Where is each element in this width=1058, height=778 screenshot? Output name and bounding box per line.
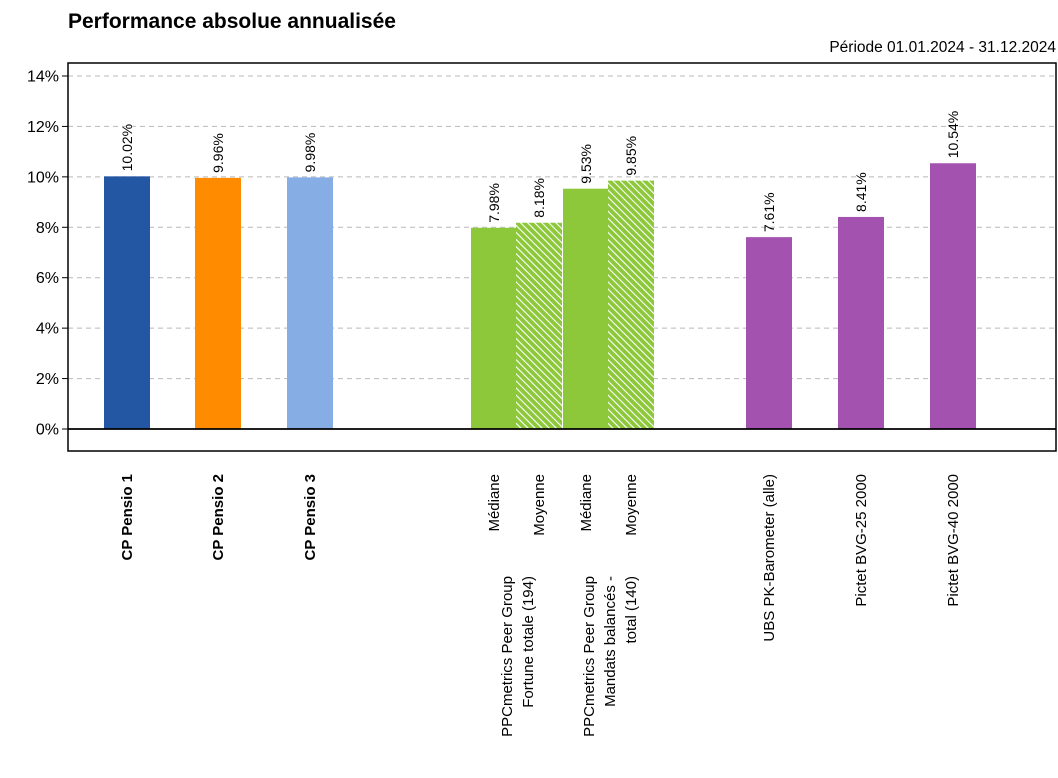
category-label: Médiane bbox=[578, 474, 595, 532]
data-label: 9.85% bbox=[623, 136, 639, 176]
bar bbox=[563, 188, 609, 429]
category-label: Moyenne bbox=[531, 474, 548, 536]
data-label: 9.98% bbox=[302, 133, 318, 173]
category-label: CP Pensio 3 bbox=[302, 474, 319, 560]
data-label: 9.96% bbox=[210, 133, 226, 173]
bar bbox=[930, 163, 976, 429]
plot-frame bbox=[67, 62, 1057, 452]
category-label: Médiane bbox=[486, 474, 503, 532]
group-label: Fortune totale (194) bbox=[520, 576, 537, 708]
data-label: 8.18% bbox=[531, 178, 547, 218]
data-label: 8.41% bbox=[853, 172, 869, 212]
data-label: 10.02% bbox=[119, 124, 135, 171]
y-tick-label: 14% bbox=[27, 69, 59, 86]
data-label: 7.98% bbox=[486, 183, 502, 223]
y-tick-label: 6% bbox=[36, 270, 59, 287]
bar bbox=[838, 216, 884, 429]
group-label: PPCmetrics Peer Group bbox=[499, 576, 516, 737]
y-tick-label: 0% bbox=[36, 422, 59, 439]
y-tick-label: 12% bbox=[27, 119, 59, 136]
group-label: PPCmetrics Peer Group bbox=[581, 576, 598, 737]
category-label: Pictet BVG-40 2000 bbox=[945, 474, 962, 607]
bar bbox=[195, 177, 241, 429]
bar bbox=[608, 180, 654, 429]
category-label: Moyenne bbox=[623, 474, 640, 536]
category-label: Pictet BVG-25 2000 bbox=[853, 474, 870, 607]
data-label: 7.61% bbox=[761, 192, 777, 232]
bar bbox=[287, 177, 333, 429]
y-tick-label: 2% bbox=[36, 371, 59, 388]
bar bbox=[746, 237, 792, 429]
y-tick-label: 8% bbox=[36, 220, 59, 237]
bar bbox=[516, 222, 562, 429]
data-label: 9.53% bbox=[578, 144, 594, 184]
category-label: CP Pensio 1 bbox=[119, 474, 136, 560]
category-label: CP Pensio 2 bbox=[210, 474, 227, 560]
bar bbox=[104, 176, 150, 429]
y-tick-label: 10% bbox=[27, 169, 59, 186]
category-label: UBS PK-Barometer (alle) bbox=[761, 474, 778, 642]
group-label: Mandats balancés - bbox=[602, 576, 619, 707]
data-label: 10.54% bbox=[945, 111, 961, 158]
y-tick-label: 4% bbox=[36, 321, 59, 338]
period-label: Période 01.01.2024 - 31.12.2024 bbox=[829, 39, 1056, 56]
bar bbox=[471, 227, 517, 429]
group-label: total (140) bbox=[623, 576, 640, 644]
chart-title: Performance absolue annualisée bbox=[68, 10, 396, 33]
